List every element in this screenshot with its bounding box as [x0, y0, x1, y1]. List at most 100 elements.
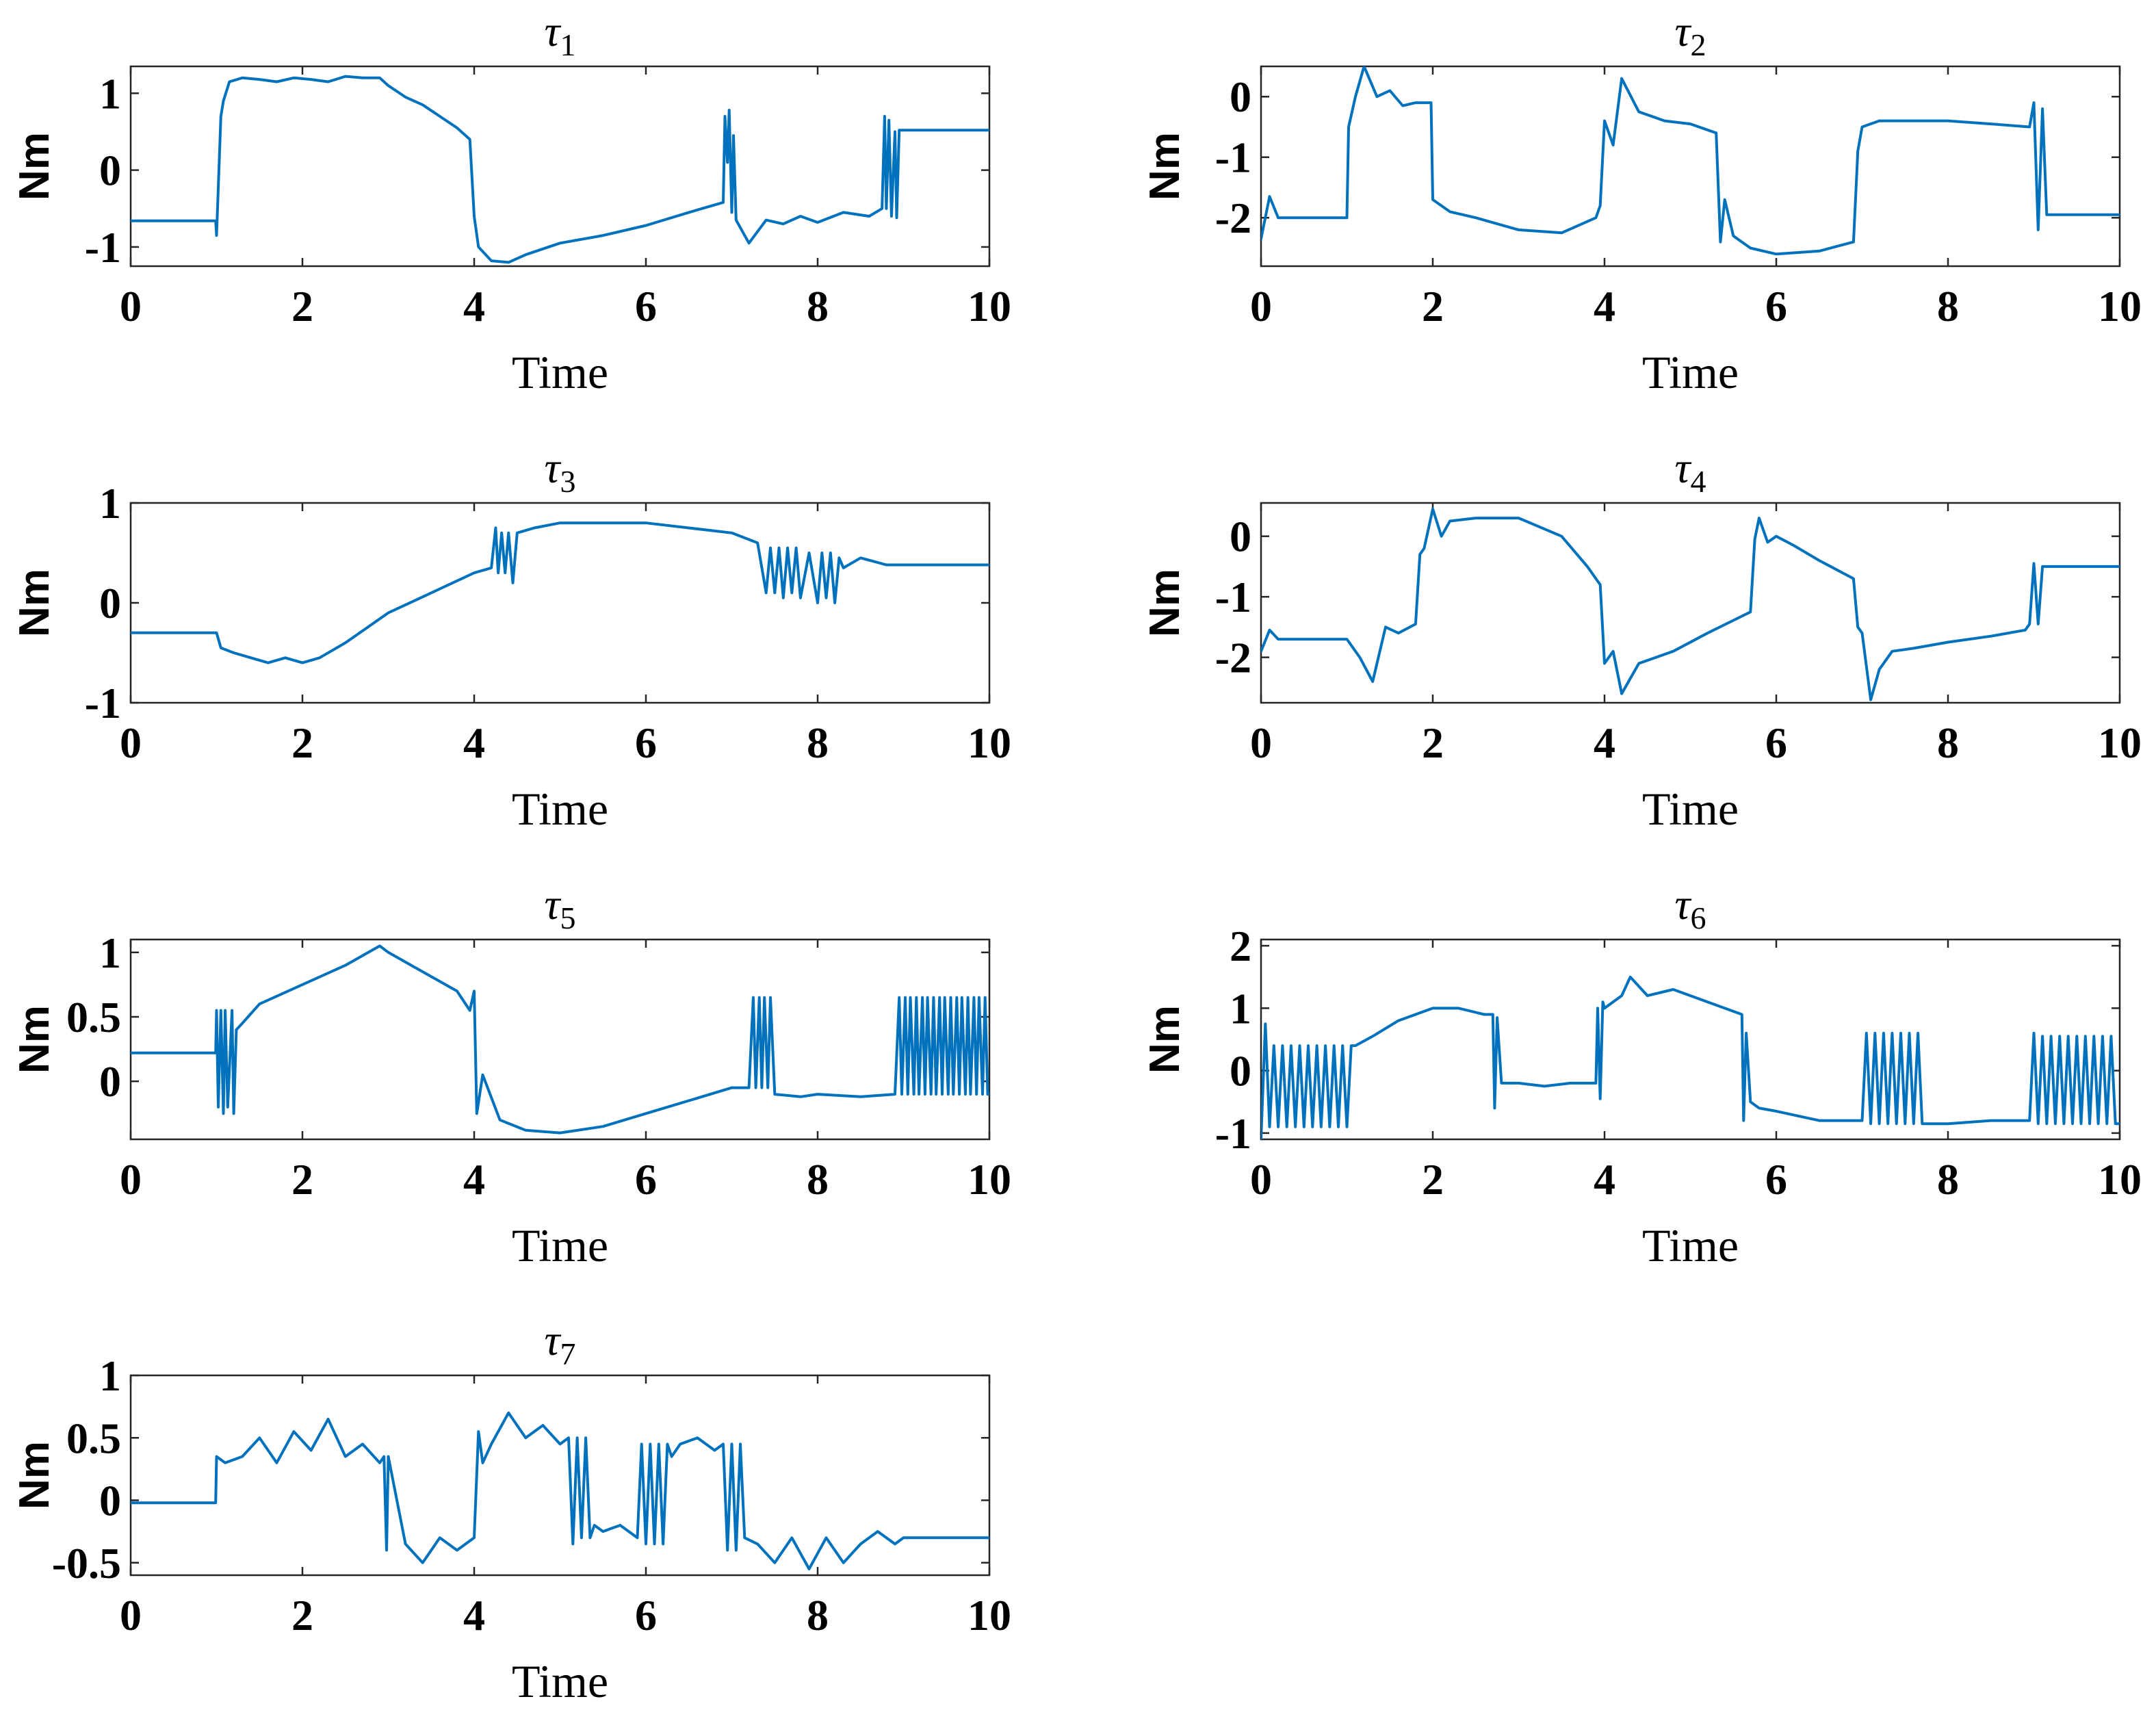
x-axis-label: Time — [512, 346, 608, 398]
x-tick-label: 0 — [1250, 282, 1272, 331]
y-tick-label: 1 — [99, 69, 121, 118]
title-symbol: τ — [1675, 880, 1692, 929]
title-symbol: τ — [1675, 7, 1692, 55]
subplot-title: τ3 — [545, 443, 576, 499]
torque-series-line — [131, 521, 989, 664]
x-tick-label: 6 — [635, 282, 657, 331]
x-tick-label: 2 — [1422, 718, 1444, 767]
x-tick-label: 0 — [120, 282, 142, 331]
x-tick-label: 8 — [807, 718, 829, 767]
title-symbol: τ — [1675, 443, 1692, 492]
y-axis-label: Nm — [1141, 569, 1189, 637]
x-tick-label: 4 — [1594, 1155, 1615, 1204]
y-tick-label: -0.5 — [52, 1539, 121, 1588]
y-tick-label: 0 — [1230, 73, 1251, 121]
y-axis-label: Nm — [11, 569, 58, 637]
x-tick-label: 4 — [463, 1155, 485, 1204]
title-symbol: τ — [545, 1316, 562, 1364]
title-subscript: 4 — [1690, 464, 1706, 499]
x-tick-label: 8 — [1937, 1155, 1959, 1204]
x-tick-label: 4 — [463, 718, 485, 767]
x-tick-label: 4 — [1594, 282, 1615, 331]
x-tick-label: 2 — [291, 1591, 313, 1640]
subplot-title: τ2 — [1675, 7, 1706, 62]
y-axis-label: Nm — [11, 132, 58, 200]
y-tick-label: -1 — [85, 679, 121, 727]
torque-series-line — [1261, 507, 2120, 701]
subplot-5: 0 2 4 6 8 10 0 0.5 1 τ5 Time Nm — [11, 880, 1011, 1271]
x-tick-label: 0 — [120, 718, 142, 767]
y-tick-label: -2 — [1215, 634, 1251, 682]
title-symbol: τ — [545, 7, 562, 55]
torque-series-line — [1261, 975, 2120, 1139]
x-tick-label: 10 — [2098, 1155, 2142, 1204]
x-tick-label: 2 — [1422, 1155, 1444, 1204]
x-tick-label: 4 — [463, 282, 485, 331]
title-subscript: 6 — [1690, 901, 1706, 935]
y-tick-label: -1 — [1215, 1109, 1251, 1158]
y-axis-label: Nm — [11, 1005, 58, 1074]
subplot-title: τ1 — [545, 7, 576, 62]
y-tick-label: -2 — [1215, 194, 1251, 242]
y-tick-label: 0 — [99, 1057, 121, 1106]
axes-box — [129, 502, 991, 704]
torque-series-line — [131, 944, 989, 1135]
axes-box — [1260, 65, 2121, 268]
title-symbol: τ — [545, 443, 562, 492]
y-tick-label: 2 — [1230, 922, 1251, 970]
x-tick-label: 8 — [807, 1155, 829, 1204]
torque-series-line — [1261, 66, 2120, 256]
y-axis-label: Nm — [11, 1441, 58, 1510]
axes-box — [129, 1374, 991, 1577]
y-axis-label: Nm — [1141, 1005, 1189, 1074]
title-subscript: 5 — [560, 901, 575, 935]
y-tick-label: 1 — [99, 1351, 121, 1400]
x-tick-label: 8 — [807, 282, 829, 331]
y-tick-label: -1 — [85, 223, 121, 272]
x-tick-label: 6 — [1765, 282, 1787, 331]
y-tick-label: 0 — [1230, 1047, 1251, 1096]
y-tick-label: 0 — [99, 1477, 121, 1525]
axes-box — [1260, 502, 2121, 704]
x-axis-label: Time — [512, 1655, 608, 1707]
axes-box — [129, 938, 991, 1141]
x-tick-label: 10 — [2098, 718, 2142, 767]
x-tick-label: 0 — [120, 1591, 142, 1640]
title-symbol: τ — [545, 880, 562, 929]
subplot-title: τ7 — [545, 1316, 576, 1371]
title-subscript: 3 — [560, 464, 575, 499]
y-tick-label: 0.5 — [66, 993, 121, 1041]
y-tick-label: 1 — [99, 929, 121, 977]
subplot-title: τ6 — [1675, 880, 1706, 935]
x-tick-label: 2 — [291, 1155, 313, 1204]
x-tick-label: 0 — [1250, 718, 1272, 767]
subplot-title: τ4 — [1675, 443, 1706, 499]
y-tick-label: 0 — [99, 579, 121, 627]
x-tick-label: 0 — [1250, 1155, 1272, 1204]
x-axis-label: Time — [1642, 346, 1739, 398]
x-tick-label: 2 — [291, 718, 313, 767]
x-tick-label: 4 — [463, 1591, 485, 1640]
x-tick-label: 10 — [967, 718, 1011, 767]
x-axis-label: Time — [512, 783, 608, 835]
y-tick-label: 0 — [1230, 513, 1251, 561]
x-tick-label: 0 — [120, 1155, 142, 1204]
axes-box — [129, 65, 991, 268]
x-axis-label: Time — [1642, 783, 1739, 835]
y-axis-label: Nm — [1141, 132, 1189, 200]
x-tick-label: 6 — [635, 1155, 657, 1204]
torque-series-line — [131, 75, 989, 264]
x-tick-label: 6 — [635, 718, 657, 767]
y-tick-label: 1 — [99, 479, 121, 528]
x-tick-label: 2 — [1422, 282, 1444, 331]
x-axis-label: Time — [512, 1219, 608, 1271]
x-tick-label: 6 — [1765, 718, 1787, 767]
title-subscript: 1 — [560, 27, 575, 62]
x-tick-label: 2 — [291, 282, 313, 331]
